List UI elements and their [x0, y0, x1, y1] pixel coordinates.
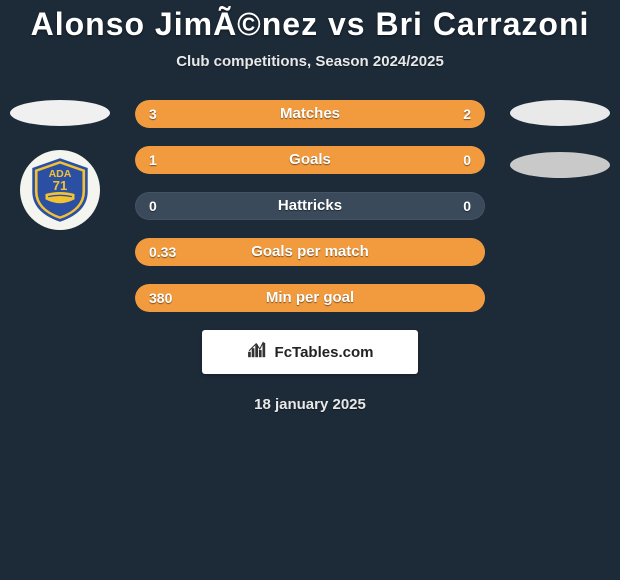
comparison-panel: ADA 71 3 Matches 2 1 Goals 0 0 Hattricks… [0, 100, 620, 413]
stat-label: Min per goal [135, 284, 485, 312]
brand-link[interactable]: FcTables.com [202, 330, 418, 374]
bar-chart-icon [247, 341, 269, 364]
stat-value-right: 0 [463, 192, 471, 220]
page-subtitle: Club competitions, Season 2024/2025 [0, 53, 620, 70]
stat-row: 380 Min per goal [135, 284, 485, 312]
generated-date: 18 january 2025 [0, 396, 620, 413]
stat-label: Goals [135, 146, 485, 174]
player-left-placeholder-icon [10, 100, 110, 126]
stat-label: Hattricks [135, 192, 485, 220]
stat-row: 1 Goals 0 [135, 146, 485, 174]
club-right-placeholder-icon [510, 152, 610, 178]
stat-row: 0.33 Goals per match [135, 238, 485, 266]
brand-text: FcTables.com [275, 344, 374, 361]
stat-value-right: 0 [463, 146, 471, 174]
club-left-badge-icon: ADA 71 [20, 150, 100, 230]
page-title: Alonso JimÃ©nez vs Bri Carrazoni [0, 0, 620, 43]
stat-value-right: 2 [463, 100, 471, 128]
player-right-placeholder-icon [510, 100, 610, 126]
stat-label: Goals per match [135, 238, 485, 266]
svg-text:71: 71 [53, 178, 68, 193]
stats-bars: 3 Matches 2 1 Goals 0 0 Hattricks 0 0.33… [135, 100, 485, 312]
stat-row: 3 Matches 2 [135, 100, 485, 128]
stat-label: Matches [135, 100, 485, 128]
stat-row: 0 Hattricks 0 [135, 192, 485, 220]
